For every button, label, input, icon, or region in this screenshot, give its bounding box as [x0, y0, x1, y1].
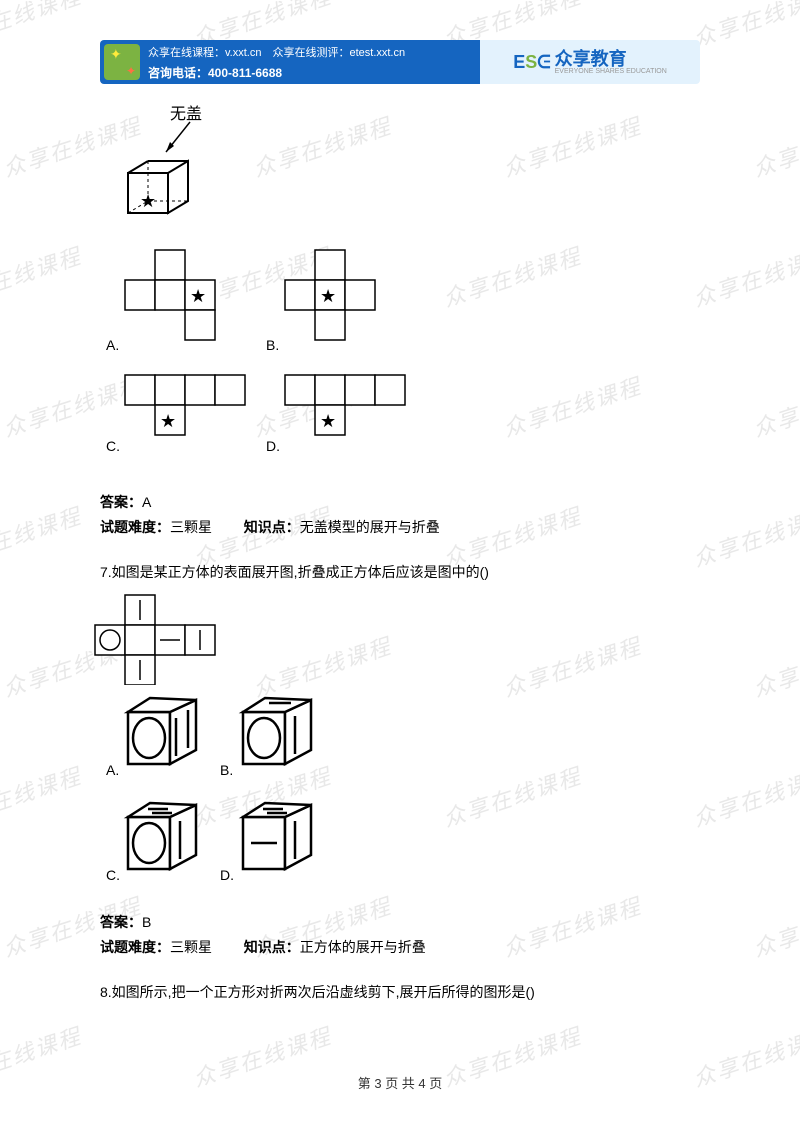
q6-answer-value: A [142, 494, 151, 510]
q7-option-c-figure [120, 795, 210, 885]
q6-knowledge-value: 无盖模型的展开与折叠 [300, 519, 440, 535]
header-urls: 众享在线课程：v.xxt.cn 众享在线测评：etest.xxt.cn [148, 44, 405, 60]
arrow-icon [162, 120, 202, 160]
brand-english: EVERYONE SHARES EDUCATION [555, 68, 667, 75]
header-brand: ESᕮ 众享教育 EVERYONE SHARES EDUCATION [480, 40, 700, 84]
q6-label-c: C. [106, 438, 120, 454]
header-phone: 咨询电话：400-811-6688 [148, 64, 282, 81]
svg-text:★: ★ [160, 411, 176, 431]
ese-logo: ESᕮ [513, 52, 550, 73]
q7-option-a-figure [120, 690, 210, 780]
content: 众享在线课程：v.xxt.cn 众享在线测评：etest.xxt.cn 咨询电话… [0, 0, 800, 1132]
q6-difficulty-label: 试题难度： [100, 519, 170, 535]
q6-label-a: A. [106, 337, 119, 353]
q6-label-b: B. [266, 337, 279, 353]
q7-answer-label: 答案： [100, 914, 142, 930]
header-blue-banner: 众享在线课程：v.xxt.cn 众享在线测评：etest.xxt.cn 咨询电话… [100, 40, 480, 84]
q8-text: 8.如图所示,把一个正方形对折两次后沿虚线剪下,展开后所得的图形是() [100, 982, 535, 1002]
q6-answer-block: 答案：A 试题难度：三颗星 知识点：无盖模型的展开与折叠 [100, 490, 440, 540]
q6-option-d-figure: ★ [280, 370, 450, 470]
q7-knowledge-value: 正方体的展开与折叠 [300, 939, 426, 955]
q7-answer-block: 答案：B 试题难度：三颗星 知识点：正方体的展开与折叠 [100, 910, 426, 960]
q6-option-c-figure: ★ [120, 370, 260, 470]
q7-answer-value: B [142, 914, 151, 930]
page-header: 众享在线课程：v.xxt.cn 众享在线测评：etest.xxt.cn 咨询电话… [100, 40, 700, 90]
q7-label-c: C. [106, 867, 120, 883]
q6-difficulty-value: 三颗星 [170, 519, 212, 535]
brand-chinese: 众享教育 [555, 50, 667, 68]
q7-net-diagram [90, 590, 290, 685]
lidless-box-diagram: ★ [120, 155, 200, 230]
svg-text:★: ★ [190, 286, 206, 306]
q6-option-a-figure: ★ [120, 245, 250, 355]
q7-knowledge-label: 知识点： [244, 939, 300, 955]
q7-label-a: A. [106, 762, 119, 778]
q7-difficulty-label: 试题难度： [100, 939, 170, 955]
page-footer: 第 3 页 共 4 页 [0, 1073, 800, 1092]
q7-label-d: D. [220, 867, 234, 883]
q6-option-b-figure: ★ [280, 245, 410, 355]
svg-text:★: ★ [140, 191, 156, 211]
q6-answer-label: 答案： [100, 494, 142, 510]
svg-text:★: ★ [320, 411, 336, 431]
q7-difficulty-value: 三颗星 [170, 939, 212, 955]
q7-option-d-figure [235, 795, 325, 885]
header-logo-icon [104, 44, 140, 80]
q6-knowledge-label: 知识点： [244, 519, 300, 535]
q7-label-b: B. [220, 762, 233, 778]
q6-label-d: D. [266, 438, 280, 454]
q7-option-b-figure [235, 690, 325, 780]
q7-text: 7.如图是某正方体的表面展开图,折叠成正方体后应该是图中的() [100, 562, 489, 582]
svg-text:★: ★ [320, 286, 336, 306]
